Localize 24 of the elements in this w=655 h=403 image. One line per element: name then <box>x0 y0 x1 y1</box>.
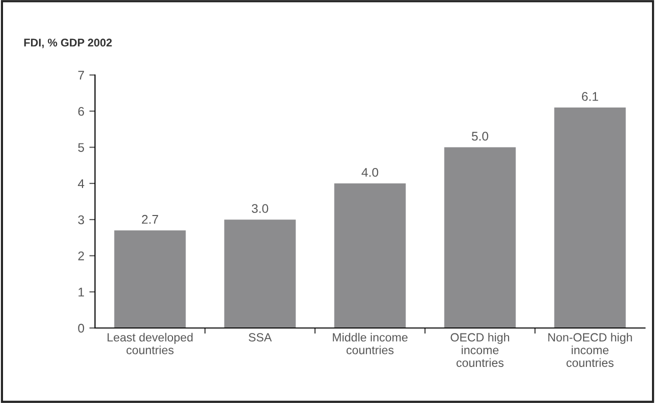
y-tick-label: 4 <box>78 179 84 188</box>
data-label: 6.1 <box>582 92 598 101</box>
y-tick-label: 3 <box>78 215 84 224</box>
bar <box>224 220 296 328</box>
bar <box>444 147 516 328</box>
x-tick-label: Non-OECD high income countries <box>548 332 632 367</box>
y-tick-label: 2 <box>78 252 84 260</box>
data-label: 4.0 <box>362 168 378 177</box>
y-tick-label: 7 <box>78 70 84 80</box>
bar <box>334 183 406 328</box>
y-tick-label: 5 <box>78 143 84 152</box>
bar <box>114 230 186 328</box>
data-label: 3.0 <box>252 204 268 213</box>
chart-title: FDI, % GDP 2002 <box>24 38 112 48</box>
x-tick-label: SSA <box>248 333 272 342</box>
x-tick-label: Middle income countries <box>332 332 408 354</box>
bar <box>554 108 626 328</box>
y-tick-label: 6 <box>78 106 84 116</box>
y-tick-label: 1 <box>78 288 84 296</box>
data-label: 5.0 <box>472 132 488 141</box>
x-tick-label: Least developed countries <box>108 332 193 354</box>
data-label: 2.7 <box>142 214 158 224</box>
y-tick-label: 0 <box>78 324 84 333</box>
x-tick-label: OECD high income countries <box>450 332 510 367</box>
